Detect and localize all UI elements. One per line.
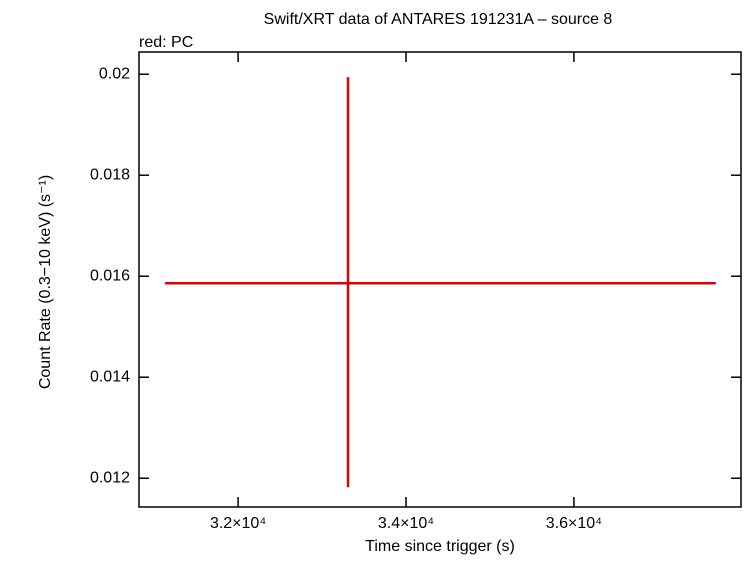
chart-title: Swift/XRT data of ANTARES 191231A – sour… bbox=[264, 11, 613, 28]
x-axis-label: Time since trigger (s) bbox=[365, 538, 515, 555]
x-tick-label: 3.6×10⁴ bbox=[546, 515, 602, 532]
chart-subtitle: red: PC bbox=[139, 34, 193, 51]
y-tick-label: 0.02 bbox=[99, 65, 130, 82]
y-tick-label: 0.012 bbox=[90, 469, 130, 486]
y-axis-label: Count Rate (0.3−10 keV) (s⁻¹) bbox=[37, 175, 54, 389]
x-tick-label: 3.4×10⁴ bbox=[378, 515, 434, 532]
y-tick-label: 0.018 bbox=[90, 166, 130, 183]
plot-frame bbox=[138, 51, 742, 508]
x-tick-label: 3.2×10⁴ bbox=[210, 515, 266, 532]
y-tick-label: 0.014 bbox=[90, 368, 130, 385]
y-tick-label: 0.016 bbox=[90, 267, 130, 284]
